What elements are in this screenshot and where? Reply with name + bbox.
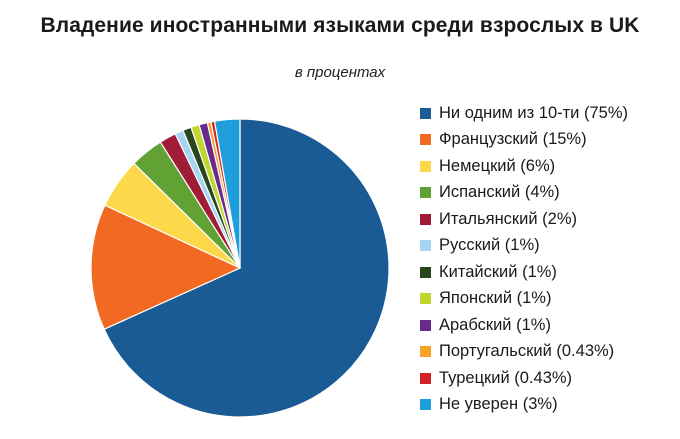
legend-swatch xyxy=(420,187,431,199)
legend-label: Португальский (0.43%) xyxy=(439,342,615,361)
chart-legend: Ни одним из 10-ти (75%) Французский (15%)… xyxy=(420,100,628,418)
legend-label: Испанский (4%) xyxy=(439,183,560,202)
legend-item: Ни одним из 10-ти (75%) xyxy=(420,100,628,127)
chart-subtitle: в процентах xyxy=(294,64,386,81)
legend-swatch xyxy=(420,160,431,172)
legend-label: Не уверен (3%) xyxy=(439,395,558,414)
pie-slice xyxy=(213,118,241,269)
legend-item: Португальский (0.43%) xyxy=(420,339,628,366)
legend-label: Русский (1%) xyxy=(439,236,540,255)
legend-label: Турецкий (0.43%) xyxy=(439,368,573,387)
legend-swatch xyxy=(420,266,431,278)
legend-item: Турецкий (0.43%) xyxy=(420,365,628,392)
legend-swatch xyxy=(420,372,431,384)
legend-item: Русский (1%) xyxy=(420,233,628,260)
legend-label: Ни одним из 10-ти (75%) xyxy=(439,103,629,122)
legend-item: Китайский (1%) xyxy=(420,259,628,286)
legend-swatch xyxy=(420,293,431,305)
legend-swatch xyxy=(420,346,431,358)
pie-slice xyxy=(90,204,242,330)
legend-swatch xyxy=(420,134,431,146)
legend-item: Японский (1%) xyxy=(420,286,628,313)
legend-item: Не уверен (3%) xyxy=(420,392,628,419)
legend-label: Французский (15%) xyxy=(439,130,587,149)
legend-label: Арабский (1%) xyxy=(439,315,551,334)
legend-swatch xyxy=(420,240,431,252)
legend-item: Итальянский (2%) xyxy=(420,206,628,233)
legend-swatch xyxy=(420,213,431,225)
legend-swatch xyxy=(420,399,431,411)
chart-title: Владение иностранными языками среди взро… xyxy=(40,14,640,37)
legend-label: Китайский (1%) xyxy=(439,262,557,281)
legend-swatch xyxy=(420,107,431,119)
legend-label: Японский (1%) xyxy=(439,289,552,308)
pie-slice xyxy=(103,118,390,418)
legend-item: Арабский (1%) xyxy=(420,312,628,339)
legend-swatch xyxy=(420,319,431,331)
legend-label: Немецкий (6%) xyxy=(439,156,556,175)
legend-label: Итальянский (2%) xyxy=(439,209,578,228)
legend-item: Французский (15%) xyxy=(420,127,628,154)
legend-item: Немецкий (6%) xyxy=(420,153,628,180)
legend-item: Испанский (4%) xyxy=(420,180,628,207)
